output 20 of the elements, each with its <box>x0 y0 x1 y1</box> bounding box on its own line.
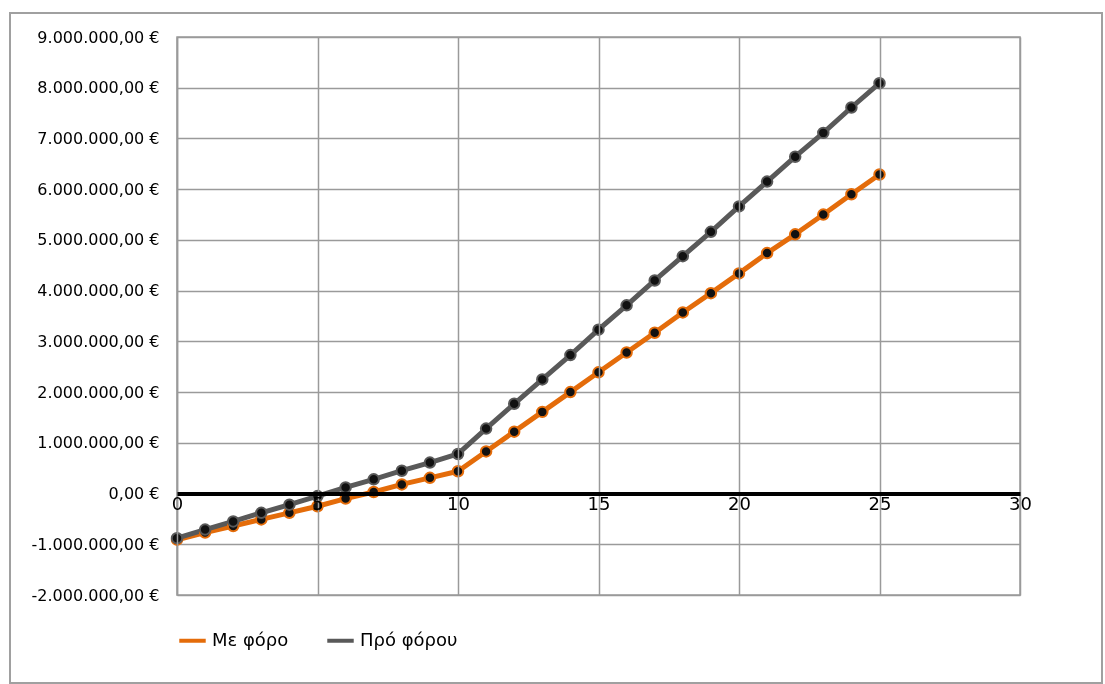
x-tick-label: 15 <box>587 493 611 515</box>
x-tick-label: 30 <box>1009 493 1032 515</box>
y-tick-label: 9.000.000,00 € <box>37 27 160 47</box>
x-tick-label: 10 <box>447 493 470 515</box>
x-tick-label: 0 <box>171 493 184 515</box>
x-tick-label: 25 <box>868 493 892 515</box>
y-tick-label: -1.000.000,00 € <box>31 534 160 554</box>
y-tick-label: 0,00 € <box>108 484 160 504</box>
y-tick-label: 3.000.000,00 € <box>37 331 160 351</box>
y-tick-label: 2.000.000,00 € <box>37 382 160 402</box>
x-tick-label: 20 <box>728 493 751 515</box>
y-tick-label: 4.000.000,00 € <box>37 281 160 301</box>
y-tick-label: 7.000.000,00 € <box>37 128 160 148</box>
y-tick-label: 5.000.000,00 € <box>37 230 160 250</box>
y-tick-label: 8.000.000,00 € <box>37 78 160 98</box>
legend-label: Με φόρο <box>212 628 289 650</box>
y-tick-label: 6.000.000,00 € <box>37 179 160 199</box>
y-tick-label: 1.000.000,00 € <box>37 433 160 453</box>
legend-label: Πρό φόρου <box>360 628 458 650</box>
y-tick-label: -2.000.000,00 € <box>31 585 160 605</box>
